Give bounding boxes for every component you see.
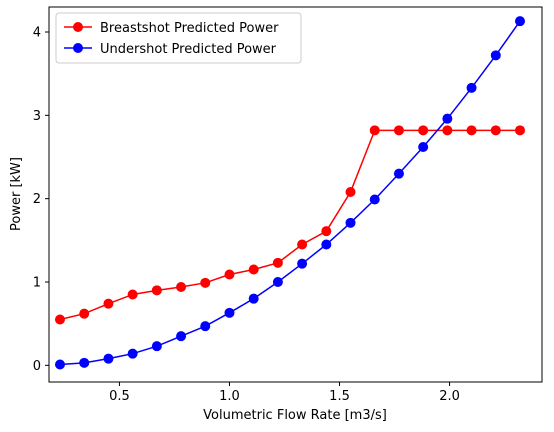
data-point (393, 168, 404, 179)
data-point (79, 308, 90, 319)
data-point (127, 348, 138, 359)
data-point (369, 125, 380, 136)
data-point (418, 142, 429, 152)
data-point (442, 125, 453, 136)
data-point (79, 357, 90, 368)
x-axis-title: Volumetric Flow Rate [m3/s] (203, 408, 387, 423)
data-point (272, 277, 283, 287)
series-layer (55, 16, 525, 370)
data-point (297, 258, 308, 269)
series-breastshot (55, 125, 525, 325)
data-point (176, 282, 187, 292)
data-point (176, 331, 187, 342)
data-point (514, 16, 525, 27)
legend-box (55, 12, 302, 64)
data-point (151, 341, 162, 352)
data-point (272, 257, 283, 268)
data-point (321, 226, 332, 237)
legend: Breastshot Predicted Power Undershot Pre… (55, 12, 302, 64)
y-axis-ticks: 0 1 2 3 4 (33, 26, 49, 374)
data-point (297, 239, 308, 250)
data-point (127, 289, 138, 300)
data-point (55, 314, 66, 325)
y-tick-label: 2 (33, 192, 41, 207)
data-point (248, 293, 259, 304)
data-point (200, 321, 211, 332)
data-point (248, 264, 259, 275)
legend-label-breastshot: Breastshot Predicted Power (100, 21, 279, 36)
data-point (345, 187, 356, 197)
data-point (490, 50, 501, 61)
data-point (103, 353, 114, 364)
y-tick-label: 0 (33, 359, 41, 374)
legend-marker-undershot (73, 43, 83, 53)
y-tick-label: 1 (33, 276, 41, 291)
data-point (369, 194, 380, 205)
y-tick-label: 3 (33, 109, 41, 124)
data-point (55, 359, 66, 370)
x-tick-label: 1.0 (219, 389, 240, 404)
data-point (466, 125, 477, 136)
data-point (490, 125, 501, 136)
data-point (224, 307, 235, 318)
data-point (418, 125, 429, 136)
legend-marker-breastshot (73, 22, 83, 32)
data-point (321, 239, 332, 250)
x-tick-label: 1.5 (329, 389, 350, 404)
data-point (514, 125, 525, 136)
y-tick-label: 4 (33, 26, 41, 41)
x-axis-ticks: 0.5 1.0 1.5 2.0 (109, 382, 460, 404)
y-axis-title: Power [kW] (9, 157, 24, 231)
data-point (224, 269, 235, 280)
data-point (200, 277, 211, 288)
data-point (466, 82, 477, 93)
plot-area (48, 6, 543, 383)
x-tick-label: 2.0 (439, 389, 460, 404)
data-point (345, 217, 356, 228)
data-point (442, 113, 453, 124)
series-undershot (55, 16, 525, 370)
legend-label-undershot: Undershot Predicted Power (100, 42, 277, 57)
data-point (393, 125, 404, 136)
x-tick-label: 0.5 (109, 389, 130, 404)
data-point (151, 285, 162, 296)
data-point (103, 298, 114, 309)
